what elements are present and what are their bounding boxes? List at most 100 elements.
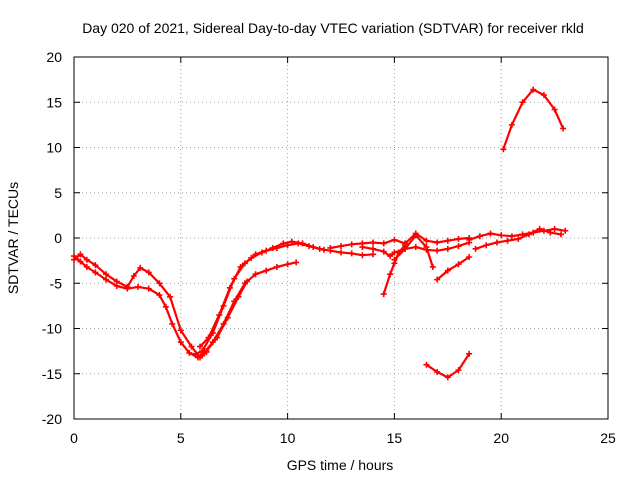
data-point <box>444 245 451 252</box>
data-point <box>244 278 251 285</box>
x-axis-label: GPS time / hours <box>287 457 394 473</box>
data-point <box>558 231 565 238</box>
data-point <box>197 343 204 350</box>
data-point <box>348 241 355 248</box>
series-arc-1 <box>71 253 208 361</box>
data-point <box>299 240 306 247</box>
data-point <box>327 244 334 251</box>
data-point <box>519 99 526 106</box>
series-line <box>72 253 208 359</box>
x-tick-label: 25 <box>600 430 616 446</box>
data-point <box>216 311 223 318</box>
series-arc-10 <box>391 232 436 270</box>
data-point <box>348 250 355 257</box>
data-point <box>434 247 441 254</box>
data-point <box>199 352 206 359</box>
data-point <box>504 237 511 244</box>
data-point <box>487 230 494 237</box>
data-point <box>83 256 90 263</box>
series-arc-15 <box>500 86 567 153</box>
series-line <box>502 88 565 151</box>
data-point <box>162 303 169 310</box>
data-point <box>186 349 193 356</box>
data-point <box>387 271 394 278</box>
data-point <box>455 235 462 242</box>
data-point <box>498 232 505 239</box>
data-point <box>103 276 110 283</box>
y-tick-label: 0 <box>54 230 62 246</box>
data-point <box>547 229 554 236</box>
data-point <box>263 267 270 274</box>
data-point <box>177 327 184 334</box>
data-point <box>235 293 242 300</box>
data-point <box>380 248 387 255</box>
data-point <box>472 245 479 252</box>
data-point <box>500 146 507 153</box>
data-point <box>310 244 317 251</box>
data-point <box>434 276 441 283</box>
series-line <box>468 227 567 241</box>
series-arc-8 <box>359 239 473 260</box>
tick-layer: 0 5 10 15 20 25 -20 -15 -10 -5 0 5 10 15 20 <box>42 49 616 446</box>
data-point <box>444 237 451 244</box>
data-point <box>466 236 473 243</box>
data-point <box>156 280 163 287</box>
series-arc-12 <box>423 350 473 381</box>
y-tick-label: 20 <box>46 49 62 65</box>
data-point <box>466 350 473 357</box>
y-tick-label: 15 <box>46 94 62 110</box>
data-point <box>284 261 291 268</box>
series-arc-2 <box>71 251 210 361</box>
data-point <box>560 125 567 132</box>
y-tick-label: -10 <box>42 321 62 337</box>
series-arc-6 <box>203 278 251 355</box>
x-tick-label: 10 <box>280 430 296 446</box>
data-point <box>391 256 398 263</box>
data-point <box>258 249 265 256</box>
data-point <box>273 263 280 270</box>
data-point <box>508 121 515 128</box>
series-line <box>436 255 471 281</box>
data-point <box>248 254 255 261</box>
series-arc-4 <box>197 238 327 350</box>
data-point <box>83 263 90 270</box>
data-point <box>293 259 300 266</box>
data-point <box>476 233 483 240</box>
x-tick-label: 15 <box>387 430 403 446</box>
y-tick-label: -20 <box>42 411 62 427</box>
data-point <box>359 244 366 251</box>
data-point <box>92 269 99 276</box>
data-point <box>338 249 344 256</box>
data-point <box>402 245 409 252</box>
data-point <box>466 254 473 261</box>
series-arc-3 <box>192 240 377 357</box>
y-tick-label: 5 <box>54 185 62 201</box>
data-point <box>124 283 131 290</box>
data-point <box>359 252 366 259</box>
data-point <box>483 242 490 249</box>
data-point <box>493 239 500 246</box>
data-point <box>551 106 558 113</box>
data-point <box>370 239 377 246</box>
data-point <box>429 263 436 270</box>
data-point <box>145 285 152 292</box>
data-point <box>135 283 142 290</box>
data-point <box>423 244 430 251</box>
data-point <box>380 291 387 298</box>
data-point <box>252 271 259 278</box>
data-point <box>214 334 221 341</box>
data-point <box>412 244 419 251</box>
x-tick-label: 5 <box>177 430 185 446</box>
data-point <box>380 240 387 247</box>
data-point <box>423 361 430 368</box>
chart-title: Day 020 of 2021, Sidereal Day-to-day VTE… <box>82 20 584 36</box>
data-point <box>562 227 569 234</box>
data-point <box>137 264 144 271</box>
y-tick-label: -5 <box>50 275 63 291</box>
data-point <box>71 256 77 263</box>
y-tick-label: -15 <box>42 366 62 382</box>
y-tick-label: 10 <box>46 140 62 156</box>
data-point <box>130 273 137 280</box>
data-point <box>113 278 120 285</box>
data-point <box>444 267 451 274</box>
